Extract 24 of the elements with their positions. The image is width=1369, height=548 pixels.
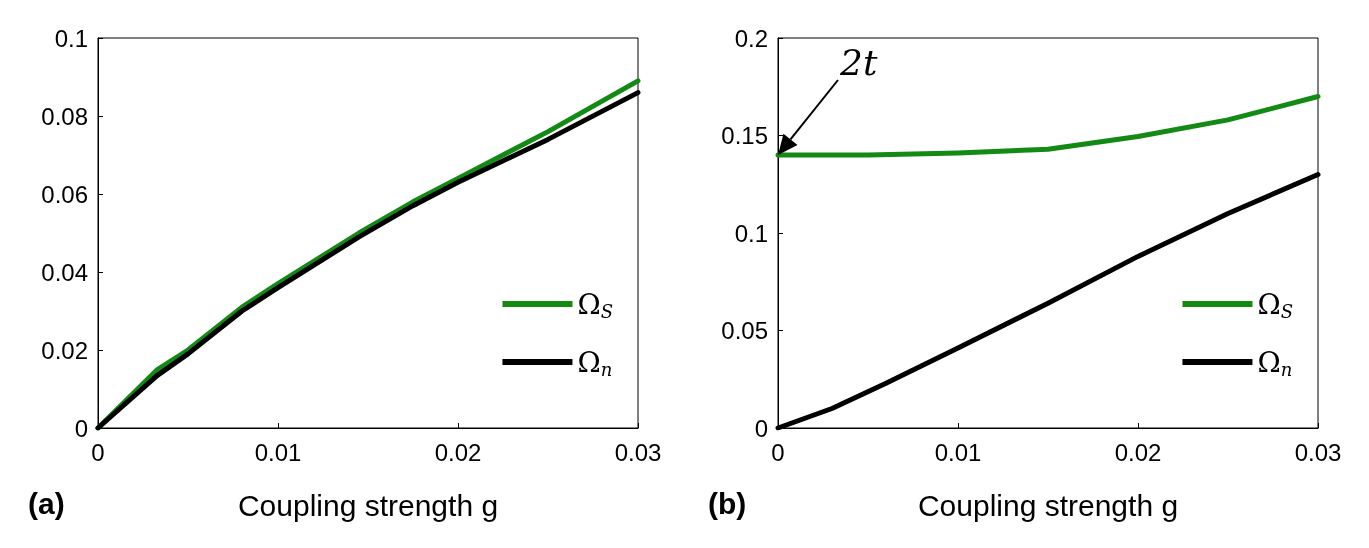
y-tick-label: 0.08	[41, 102, 88, 130]
x-tick-label: 0.01	[254, 438, 302, 466]
y-tick-label: 0.02	[41, 336, 88, 364]
y-tick-label: 0	[74, 414, 88, 442]
x-tick-label: 0.01	[934, 438, 982, 466]
y-tick-label: 0.05	[721, 317, 768, 344]
x-axis-title: Coupling strength g	[237, 488, 499, 522]
x-tick-label: 0.02	[1114, 438, 1162, 466]
x-tick-label: 0.03	[614, 438, 662, 466]
x-axis-title: Coupling strength g	[917, 488, 1179, 522]
x-tick-label: 0.02	[434, 438, 482, 466]
x-tick-label: 0	[91, 438, 105, 466]
y-tick-label: 0	[754, 414, 768, 442]
y-tick-label: 0.2	[734, 24, 768, 52]
y-tick-label: 0.15	[721, 122, 768, 149]
y-tick-label: 0.06	[41, 180, 88, 208]
y-tick-label: 0.1	[734, 219, 768, 247]
x-tick-label: 0	[771, 438, 785, 466]
annotation: 2t	[839, 41, 878, 83]
text: (a)	[28, 486, 65, 520]
y-tick-label: 0.1	[54, 24, 88, 52]
text: (b)	[708, 486, 747, 520]
y-tick-label: 0.04	[41, 258, 88, 286]
x-tick-label: 0.03	[1294, 438, 1342, 466]
